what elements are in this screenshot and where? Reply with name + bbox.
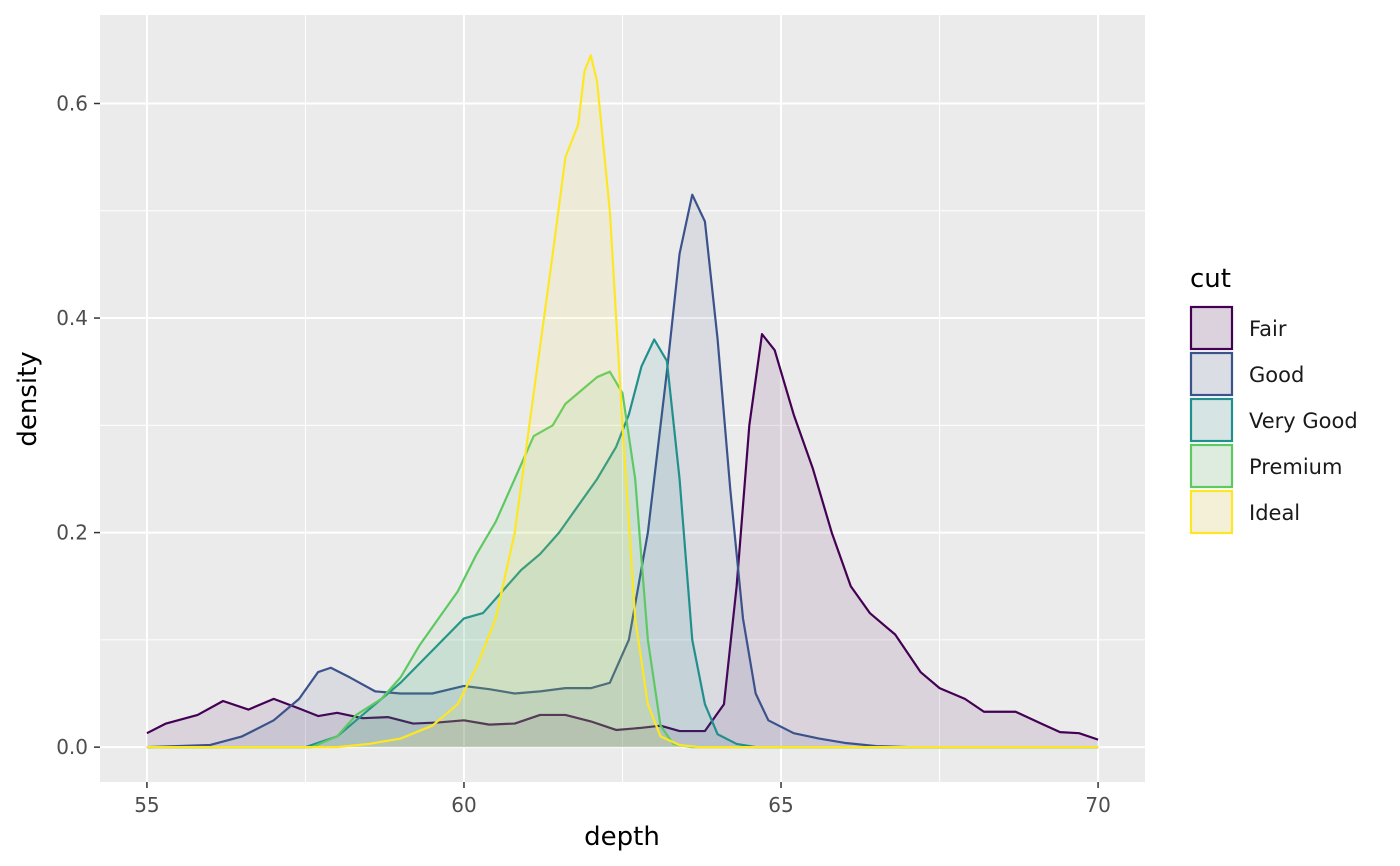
legend-title: cut [1190, 264, 1231, 294]
y-tick-label: 0.0 [56, 735, 88, 759]
y-axis-title: density [13, 351, 43, 446]
legend-key-bg-good [1190, 352, 1233, 396]
legend-key-very-good [1189, 397, 1234, 443]
legend-label-good: Good [1249, 363, 1304, 387]
density-line-ideal [146, 54, 1099, 749]
density-area-fair [146, 334, 1099, 748]
y-tick-label: 0.2 [56, 521, 88, 545]
x-tick-label: 65 [768, 793, 793, 817]
legend-key-bg-very-good [1190, 398, 1233, 442]
legend-key-premium [1189, 443, 1234, 489]
legend-items: Fair Good Very Good Premium Ideal [1189, 305, 1358, 535]
legend-label-ideal: Ideal [1249, 501, 1300, 525]
legend-key-fair [1189, 305, 1234, 351]
legend-key-bg-fair [1190, 306, 1233, 350]
density-line-fair [146, 333, 1099, 741]
density-area-premium [146, 371, 1099, 748]
legend-key-good [1189, 351, 1234, 397]
x-tick-label: 70 [1085, 793, 1110, 817]
legend: cut Fair Good Very Good Premium Ideal [1189, 264, 1358, 535]
x-tick-label: 55 [134, 793, 159, 817]
legend-key-bg-premium [1190, 444, 1233, 488]
density-line-good [146, 193, 1099, 749]
y-tick-label: 0.6 [56, 92, 88, 116]
density-line-very-good [146, 338, 1099, 749]
legend-key-ideal [1189, 489, 1234, 535]
density-area-very-good [146, 339, 1099, 748]
legend-label-premium: Premium [1249, 455, 1342, 479]
x-axis-title: depth [584, 822, 660, 852]
y-tick-label: 0.4 [56, 306, 88, 330]
legend-label-fair: Fair [1249, 317, 1287, 341]
axes: 55 60 65 70 0.0 0.2 0.4 0.6 [56, 92, 1111, 818]
density-series [146, 54, 1099, 749]
density-line-premium [146, 370, 1099, 749]
density-area-ideal [146, 55, 1099, 748]
legend-key-bg-ideal [1190, 490, 1233, 534]
legend-label-very-good: Very Good [1249, 409, 1358, 433]
x-tick-label: 60 [451, 793, 476, 817]
